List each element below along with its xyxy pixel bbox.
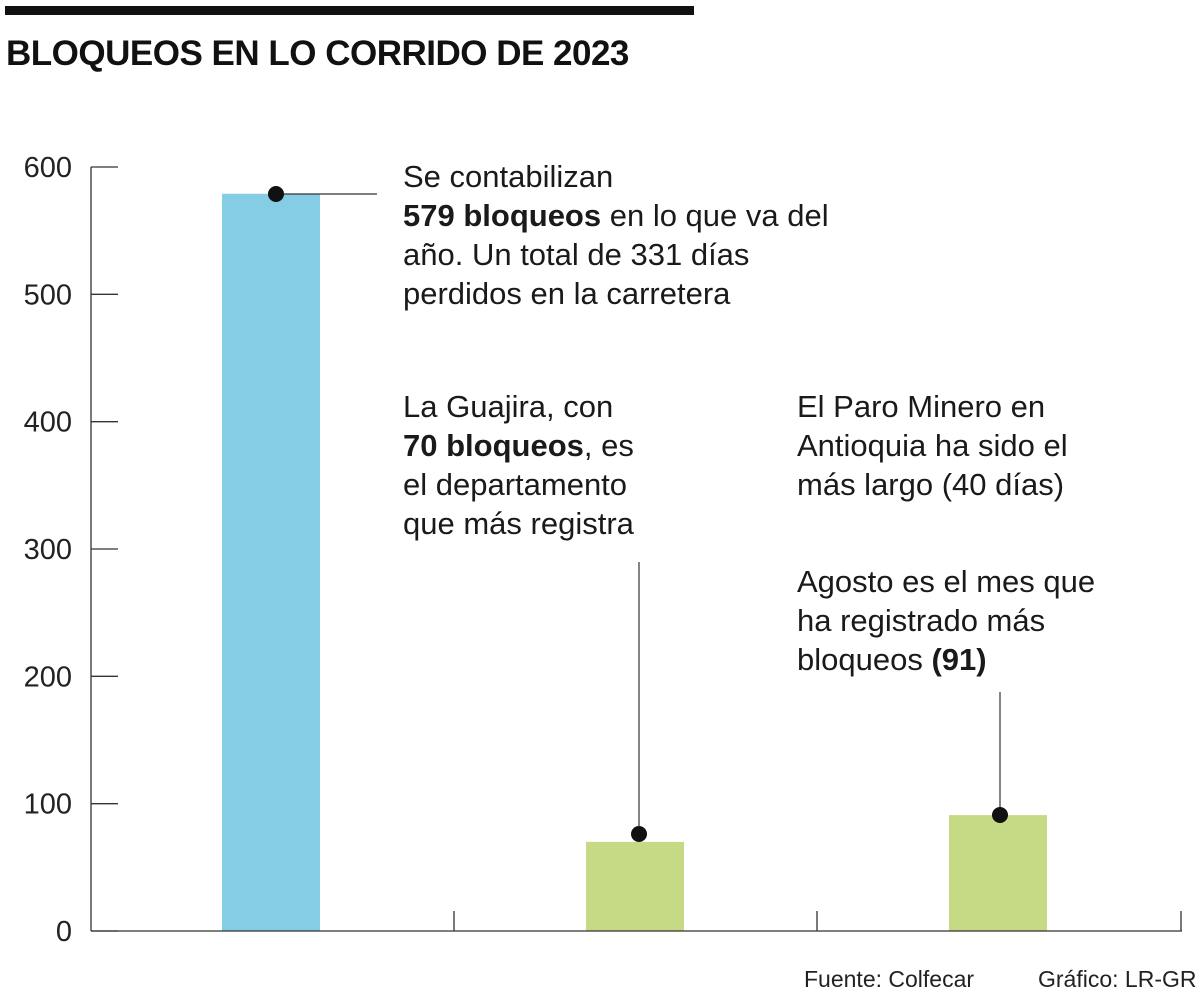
y-tick-label: 100 [24,789,72,821]
bar [586,841,684,931]
marker-dot-guajira [631,826,647,842]
y-tick-label: 200 [24,661,72,693]
annotation-guajira-line3: el departamento [403,467,628,502]
annotation-total: Se contabilizan 579 bloqueos en lo que v… [403,157,829,313]
annotation-total-rest1: en lo que va del [601,198,829,233]
annotation-agosto-line1: Agosto es el mes que [797,564,1096,599]
annotation-agosto-line3a: bloqueos [797,642,932,677]
y-tick-label: 0 [56,916,72,948]
annotation-guajira-bold: 70 bloqueos [403,428,584,463]
annotation-guajira-line4: que más registra [403,506,634,541]
chart-title: BLOQUEOS EN LO CORRIDO DE 2023 [6,34,629,73]
top-rule [5,6,694,15]
annotation-agosto: Agosto es el mes que ha registrado más b… [797,562,1095,679]
annotation-guajira-line1: La Guajira, con [403,389,614,424]
annotation-total-line1: Se contabilizan [403,159,614,194]
annotation-agosto-line2: ha registrado más [797,603,1046,638]
annotation-paro-line3: más largo (40 días) [797,467,1065,502]
annotation-paro-line1: El Paro Minero en [797,389,1046,424]
annotation-total-line4: perdidos en la carretera [403,276,731,311]
y-tick-label: 400 [24,407,72,439]
y-tick-label: 300 [24,534,72,566]
annotation-total-bold: 579 bloqueos [403,198,602,233]
marker-dot-agosto [992,807,1008,823]
source-note: Fuente: Colfecar [804,966,975,992]
annotation-agosto-bold: (91) [931,642,987,677]
annotation-paro-line2: Antioquia ha sido el [797,428,1068,463]
annotation-guajira-rest1: , es [583,428,634,463]
y-tick-label: 500 [24,279,72,311]
annotation-paro: El Paro Minero en Antioquia ha sido el m… [797,387,1068,504]
annotation-guajira: La Guajira, con 70 bloqueos, es el depar… [403,387,634,543]
y-tick-label: 600 [24,152,72,184]
annotation-total-line3: año. Un total de 331 días [403,237,750,272]
credit-note: Gráfico: LR-GR [1038,966,1197,992]
marker-dot-total [268,186,284,202]
bar [222,193,320,932]
bar [949,815,1047,931]
